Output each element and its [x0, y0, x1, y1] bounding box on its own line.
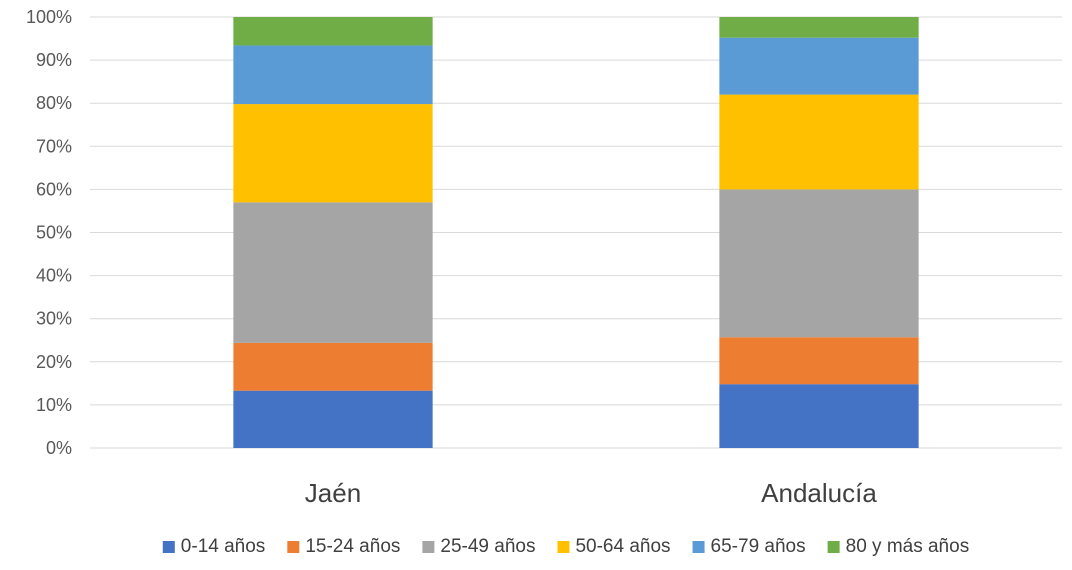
legend-swatch-4 — [557, 541, 570, 553]
legend-swatch-5 — [692, 541, 705, 553]
y-tick-label-4: 40% — [36, 266, 72, 286]
legend-swatch-2 — [287, 541, 300, 553]
y-tick-label-9: 90% — [36, 50, 72, 70]
legend-item-5: 65-79 años — [692, 536, 806, 557]
legend: 0-14 años 15-24 años 25-49 años 50-64 años 6… — [162, 536, 970, 557]
y-axis-tick-labels: 0% 10% 20% 30% 40% 50% 60% 70% 80% 90% 100% — [26, 7, 72, 458]
bars — [233, 17, 919, 448]
legend-item-3: 25-49 años — [422, 536, 535, 557]
bar-segment-1-6 — [233, 17, 433, 46]
y-tick-label-5: 50% — [36, 223, 72, 243]
legend-label-5: 65-79 años — [711, 536, 806, 557]
legend-item-1: 0-14 años — [162, 536, 266, 557]
bar-segment-1-1 — [233, 390, 433, 448]
bar-segment-1-2 — [233, 342, 433, 391]
bar-segment-1-4 — [233, 104, 433, 203]
x-axis-category-labels: Jaén Andalucía — [305, 478, 878, 508]
bar-segment-2-1 — [719, 384, 919, 448]
x-category-label-2: Andalucía — [761, 478, 877, 508]
legend-swatch-1 — [162, 541, 175, 553]
y-tick-label-3: 30% — [36, 309, 72, 329]
bar-segment-2-2 — [719, 337, 919, 385]
legend-label-2: 15-24 años — [305, 536, 400, 557]
legend-item-2: 15-24 años — [287, 536, 400, 557]
x-category-label-1: Jaén — [305, 478, 361, 508]
y-tick-label-6: 60% — [36, 179, 72, 199]
bar-segment-1-5 — [233, 45, 433, 105]
y-tick-label-8: 80% — [36, 93, 72, 113]
legend-swatch-3 — [422, 541, 435, 553]
bar-segment-2-5 — [719, 37, 919, 95]
y-tick-label-1: 10% — [36, 395, 72, 415]
y-tick-label-2: 20% — [36, 352, 72, 372]
bar-segment-2-4 — [719, 94, 919, 190]
legend-label-1: 0-14 años — [181, 536, 266, 557]
bar-segment-2-6 — [719, 17, 919, 38]
legend-item-6: 80 y más años — [827, 536, 970, 557]
bar-segment-2-3 — [719, 189, 919, 338]
legend-label-3: 25-49 años — [440, 536, 535, 557]
y-tick-label-10: 100% — [26, 7, 72, 27]
legend-label-6: 80 y más años — [846, 536, 970, 557]
legend-label-4: 50-64 años — [575, 536, 670, 557]
legend-swatch-6 — [827, 541, 840, 553]
y-tick-label-7: 70% — [36, 136, 72, 156]
bar-segment-1-3 — [233, 202, 433, 343]
legend-item-4: 50-64 años — [557, 536, 671, 557]
y-tick-label-0: 0% — [46, 438, 72, 458]
